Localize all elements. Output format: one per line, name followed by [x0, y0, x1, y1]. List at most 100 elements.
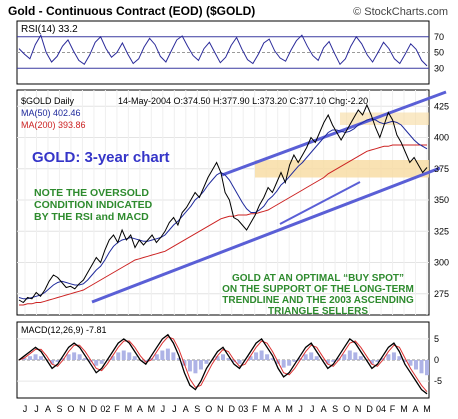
x-tick-label: D [91, 404, 98, 414]
lower-trendline [91, 166, 441, 304]
price-tick-label: 350 [434, 195, 449, 205]
macd-hist-bar [425, 360, 429, 376]
resistance-support-band [255, 160, 429, 178]
macd-hist-bar [171, 352, 176, 360]
x-tick-label: J [34, 404, 39, 414]
x-tick-label: O [205, 404, 212, 414]
macd-signal-line [18, 336, 428, 393]
macd-hist-bar [309, 352, 314, 360]
x-tick-label: S [332, 404, 338, 414]
macd-hist-bar [259, 350, 264, 360]
macd-hist-bar [193, 360, 198, 374]
macd-hist-bar [287, 360, 292, 366]
macd-hist-bar [149, 358, 154, 360]
symbol-label: $GOLD Daily [21, 96, 75, 106]
ohlc-label: 14-May-2004 O:374.50 H:377.90 L:373.20 C… [118, 96, 368, 106]
price-tick-label: 375 [434, 164, 449, 174]
macd-hist-bar [88, 360, 93, 362]
macd-hist-bar [369, 360, 374, 364]
x-tick-label: A [45, 404, 51, 414]
macd-hist-bar [55, 360, 60, 362]
macd-hist-bar [187, 360, 192, 372]
macd-hist-bar [342, 354, 347, 360]
macd-label: MACD(12,26,9) -7.81 [21, 325, 107, 335]
annotation-bottom-line: TRENDLINE AND THE 2003 ASCENDING [222, 295, 414, 306]
x-tick-label: F [114, 404, 120, 414]
macd-hist-bar [375, 360, 380, 362]
macd-hist-bar [28, 356, 33, 360]
x-tick-label: J [298, 404, 303, 414]
macd-hist-bar [33, 354, 38, 360]
macd-hist-bar [292, 360, 297, 362]
macd-hist-bar [165, 348, 170, 360]
price-tick-label: 400 [434, 133, 449, 143]
macd-hist-bar [270, 358, 275, 360]
ma50-line [18, 118, 428, 300]
macd-hist-bar [386, 354, 391, 360]
macd-tick-label: 0 [434, 355, 439, 365]
macd-hist-bar [83, 358, 88, 360]
ma50-label: MA(50) 402.46 [21, 108, 81, 118]
x-tick-label: N [79, 404, 86, 414]
macd-hist-bar [116, 352, 121, 360]
macd-hist-bar [314, 356, 319, 360]
x-tick-label: J [172, 404, 177, 414]
macd-hist-bar [198, 360, 203, 370]
x-tick-label: M [262, 404, 270, 414]
macd-hist-bar [281, 360, 286, 368]
x-tick-label: 02 [100, 404, 110, 414]
macd-hist-bar [154, 354, 159, 360]
macd-hist-bar [303, 354, 308, 360]
x-tick-label: D [366, 404, 373, 414]
x-tick-label: J [161, 404, 166, 414]
macd-hist-bar [347, 350, 352, 360]
x-tick-label: 04 [376, 404, 386, 414]
x-tick-label: A [413, 404, 419, 414]
rsi-line [18, 33, 428, 67]
macd-hist-bar [39, 356, 44, 360]
macd-hist-bar [353, 352, 358, 360]
macd-hist-bar [358, 356, 363, 360]
price-tick-label: 325 [434, 226, 449, 236]
x-tick-label: S [194, 404, 200, 414]
x-tick-label: 03 [238, 404, 248, 414]
x-tick-label: A [183, 404, 189, 414]
macd-line [18, 333, 428, 395]
rsi-label: RSI(14) 33.2 [21, 24, 78, 35]
upper-trendline [221, 90, 447, 177]
x-tick-label: A [275, 404, 281, 414]
x-tick-label: M [125, 404, 133, 414]
macd-hist-bar [265, 354, 270, 360]
x-tick-label: A [137, 404, 143, 414]
rsi-tick-label: 70 [434, 32, 444, 42]
x-tick-label: A [321, 404, 327, 414]
x-tick-label: J [310, 404, 315, 414]
chart-title: Gold - Continuous Contract (EOD) ($GOLD) [8, 4, 255, 18]
macd-hist-bar [77, 354, 82, 360]
macd-hist-bar [22, 358, 27, 360]
macd-tick-label: -5 [434, 376, 442, 386]
macd-hist-bar [331, 360, 336, 362]
macd-hist-bar [413, 360, 418, 370]
x-tick-label: O [343, 404, 350, 414]
price-panel [16, 89, 430, 316]
macd-hist-bar [419, 360, 424, 374]
x-tick-label: M [285, 404, 293, 414]
macd-hist-bar [66, 354, 71, 360]
macd-hist-bar [391, 352, 396, 360]
price-tick-label: 300 [434, 258, 449, 268]
macd-hist-bar [204, 360, 209, 364]
macd-hist-bar [248, 356, 253, 360]
macd-hist-bar [94, 360, 99, 366]
x-tick-label: D [228, 404, 235, 414]
x-tick-label: J [23, 404, 28, 414]
macd-hist-bar [99, 360, 104, 364]
macd-hist-bar [298, 358, 303, 360]
ma200-label: MA(200) 393.86 [21, 120, 86, 130]
macd-hist-bar [160, 350, 165, 360]
x-tick-label: N [217, 404, 224, 414]
macd-hist-bar [127, 352, 132, 360]
macd-hist-bar [408, 360, 413, 366]
macd-hist-bar [61, 358, 66, 360]
